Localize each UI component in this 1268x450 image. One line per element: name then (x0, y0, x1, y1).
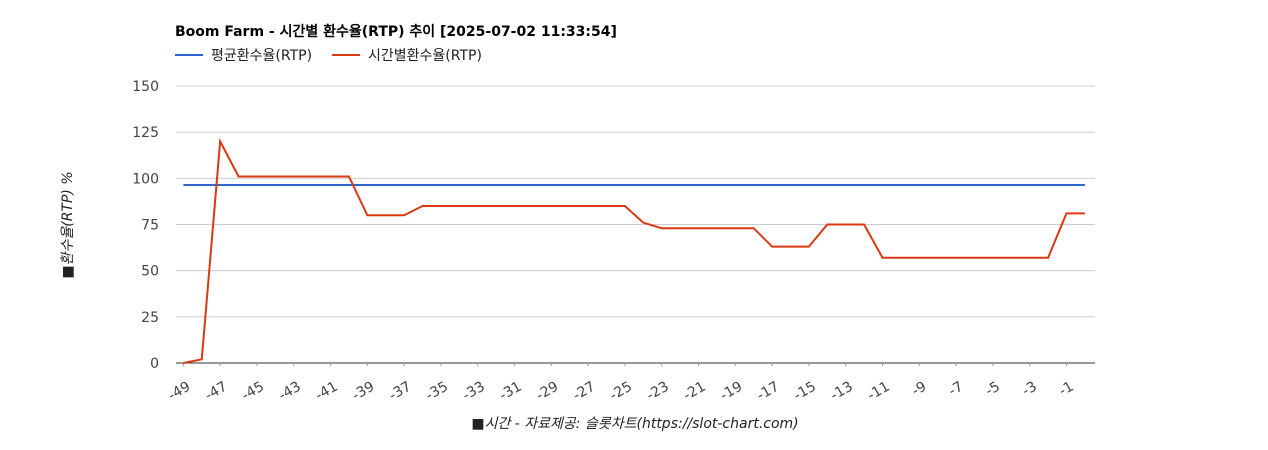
x-tick-label: -45 (239, 379, 267, 404)
legend-label: 평균환수율(RTP) (211, 48, 312, 64)
x-tick-label: -27 (570, 379, 598, 404)
y-tick-label: 100 (132, 171, 159, 187)
y-tick-label: 125 (132, 125, 159, 141)
x-tick-label: -1 (1056, 379, 1076, 400)
x-tick-label: -17 (754, 379, 782, 404)
x-tick-label: -3 (1020, 379, 1040, 400)
x-tick-label: -25 (607, 379, 635, 404)
x-tick-label: -19 (718, 379, 746, 404)
x-tick-label: -23 (644, 379, 672, 404)
x-tick-label: -7 (946, 379, 966, 400)
x-tick-label: -39 (350, 379, 378, 404)
y-axis-title: ■환수율(RTP) % (60, 171, 76, 278)
x-tick-label: -21 (681, 379, 709, 404)
x-tick-label: -31 (497, 379, 525, 404)
y-tick-label: 50 (141, 264, 159, 280)
x-tick-label: -35 (423, 379, 451, 404)
x-tick-label: -9 (909, 379, 929, 400)
x-tick-label: -37 (386, 379, 414, 404)
x-tick-label: -29 (534, 379, 562, 404)
x-tick-label: -47 (202, 379, 230, 404)
legend-label: 시간별환수율(RTP) (368, 48, 482, 64)
x-axis-title: ■시간 - 자료제공: 슬롯차트(https://slot-chart.com) (471, 416, 798, 432)
x-tick-label: -43 (276, 379, 304, 404)
x-tick-label: -41 (313, 379, 341, 404)
x-tick-label: -5 (983, 379, 1003, 400)
y-tick-label: 25 (141, 310, 159, 326)
x-tick-label: -11 (865, 379, 893, 404)
y-tick-label: 150 (132, 79, 159, 95)
y-tick-label: 75 (141, 218, 159, 234)
x-tick-label: -33 (460, 379, 488, 404)
chart-title: Boom Farm - 시간별 환수율(RTP) 추이 [2025-07-02 … (175, 23, 617, 40)
x-tick-label: -15 (791, 379, 819, 404)
x-tick-label: -13 (828, 379, 856, 404)
x-tick-label: -49 (166, 379, 194, 404)
y-tick-label: 0 (150, 356, 159, 372)
series-line (183, 137, 1085, 364)
